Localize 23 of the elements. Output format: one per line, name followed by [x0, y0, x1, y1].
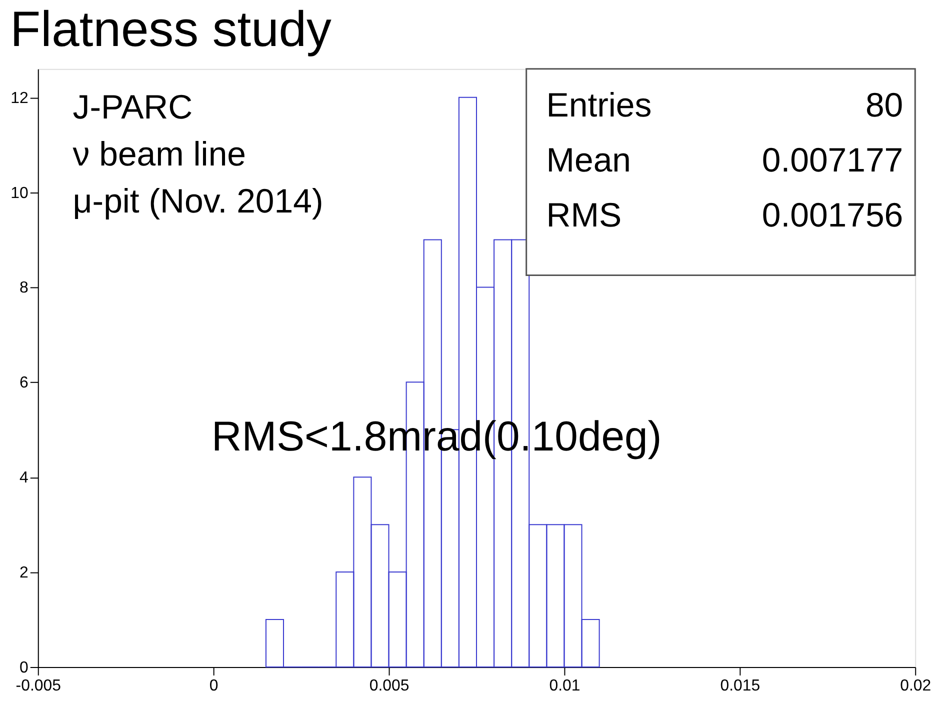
annotation: 80 — [865, 86, 904, 125]
y-tick-label: 10 — [10, 184, 29, 202]
x-tick-label: 0.015 — [720, 677, 760, 694]
annotation: 0.001756 — [762, 196, 904, 234]
annotation: Entries — [546, 86, 652, 125]
annotation: Mean — [546, 142, 632, 180]
y-tick-label: 2 — [20, 564, 29, 582]
y-tick-label: 8 — [20, 280, 29, 297]
y-tick-label: 6 — [20, 374, 29, 392]
x-tick-label: 0.02 — [900, 677, 932, 694]
x-tick-label: 0 — [209, 677, 218, 694]
x-tick-label: -0.005 — [16, 677, 62, 694]
annotation: ν beam line — [72, 136, 246, 174]
chart-title: Flatness study — [10, 1, 332, 58]
x-tick-label: 0.005 — [369, 677, 410, 694]
annotation: RMS — [546, 196, 622, 234]
y-tick-label: 0 — [20, 659, 29, 676]
annotation: 0.007177 — [762, 142, 904, 180]
y-tick-label: 4 — [20, 470, 29, 487]
x-tick-label: 0.01 — [549, 677, 580, 694]
annotation: μ-pit (Nov. 2014) — [72, 182, 324, 220]
annotation: J-PARC — [72, 88, 193, 127]
y-tick-label: 12 — [10, 90, 29, 107]
